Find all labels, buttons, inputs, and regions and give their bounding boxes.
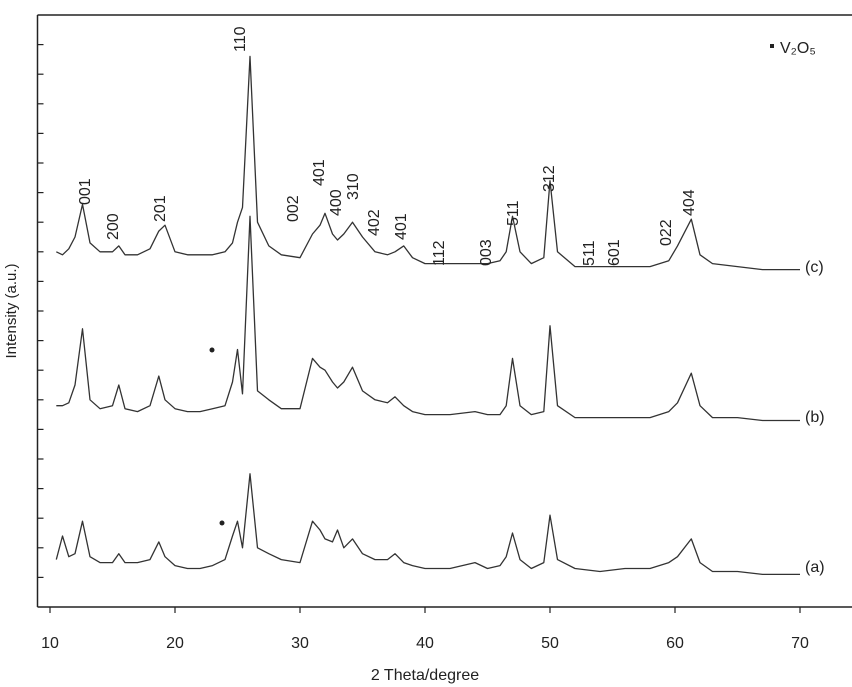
peak-label: 310	[345, 173, 362, 200]
peak-label: 401	[393, 213, 410, 240]
x-tick-label: 60	[666, 635, 684, 652]
peak-label: 400	[328, 189, 345, 216]
series-line	[56, 215, 800, 422]
series-label: (b)	[805, 409, 825, 426]
x-tick-label: 70	[791, 635, 809, 652]
x-axis-label: 2 Theta/degree	[371, 667, 479, 684]
peak-label: 404	[681, 189, 698, 216]
peak-label: 201	[152, 195, 169, 222]
peak-label: 001	[77, 178, 94, 205]
peak-label: 511	[581, 240, 598, 266]
series-line	[55, 473, 800, 576]
peak-label: 022	[658, 219, 675, 246]
peak-label: 312	[541, 165, 558, 192]
x-tick-label: 30	[291, 635, 309, 652]
peak-label: 003	[478, 239, 495, 266]
series-label: (c)	[805, 259, 824, 276]
peak-label: 402	[366, 209, 383, 236]
series-label: (a)	[805, 559, 825, 576]
marker	[209, 347, 215, 353]
x-tick-label: 40	[416, 635, 434, 652]
peak-label: 511	[505, 200, 522, 226]
peak-label: 601	[606, 239, 623, 266]
y-axis-label: Intensity (a.u.)	[3, 263, 20, 358]
peak-label: 110	[232, 26, 249, 52]
peak-label: 401	[311, 159, 328, 186]
peak-label: 200	[105, 213, 122, 240]
x-tick-label: 10	[41, 635, 59, 652]
legend-symbol	[770, 44, 774, 48]
marker	[219, 520, 225, 526]
x-tick-label: 20	[166, 635, 184, 652]
peak-label: 002	[285, 195, 302, 222]
peak-label: 112	[431, 240, 448, 266]
legend-label: V₂O₅	[780, 40, 816, 57]
x-tick-label: 50	[541, 635, 559, 652]
series-line	[56, 55, 800, 271]
